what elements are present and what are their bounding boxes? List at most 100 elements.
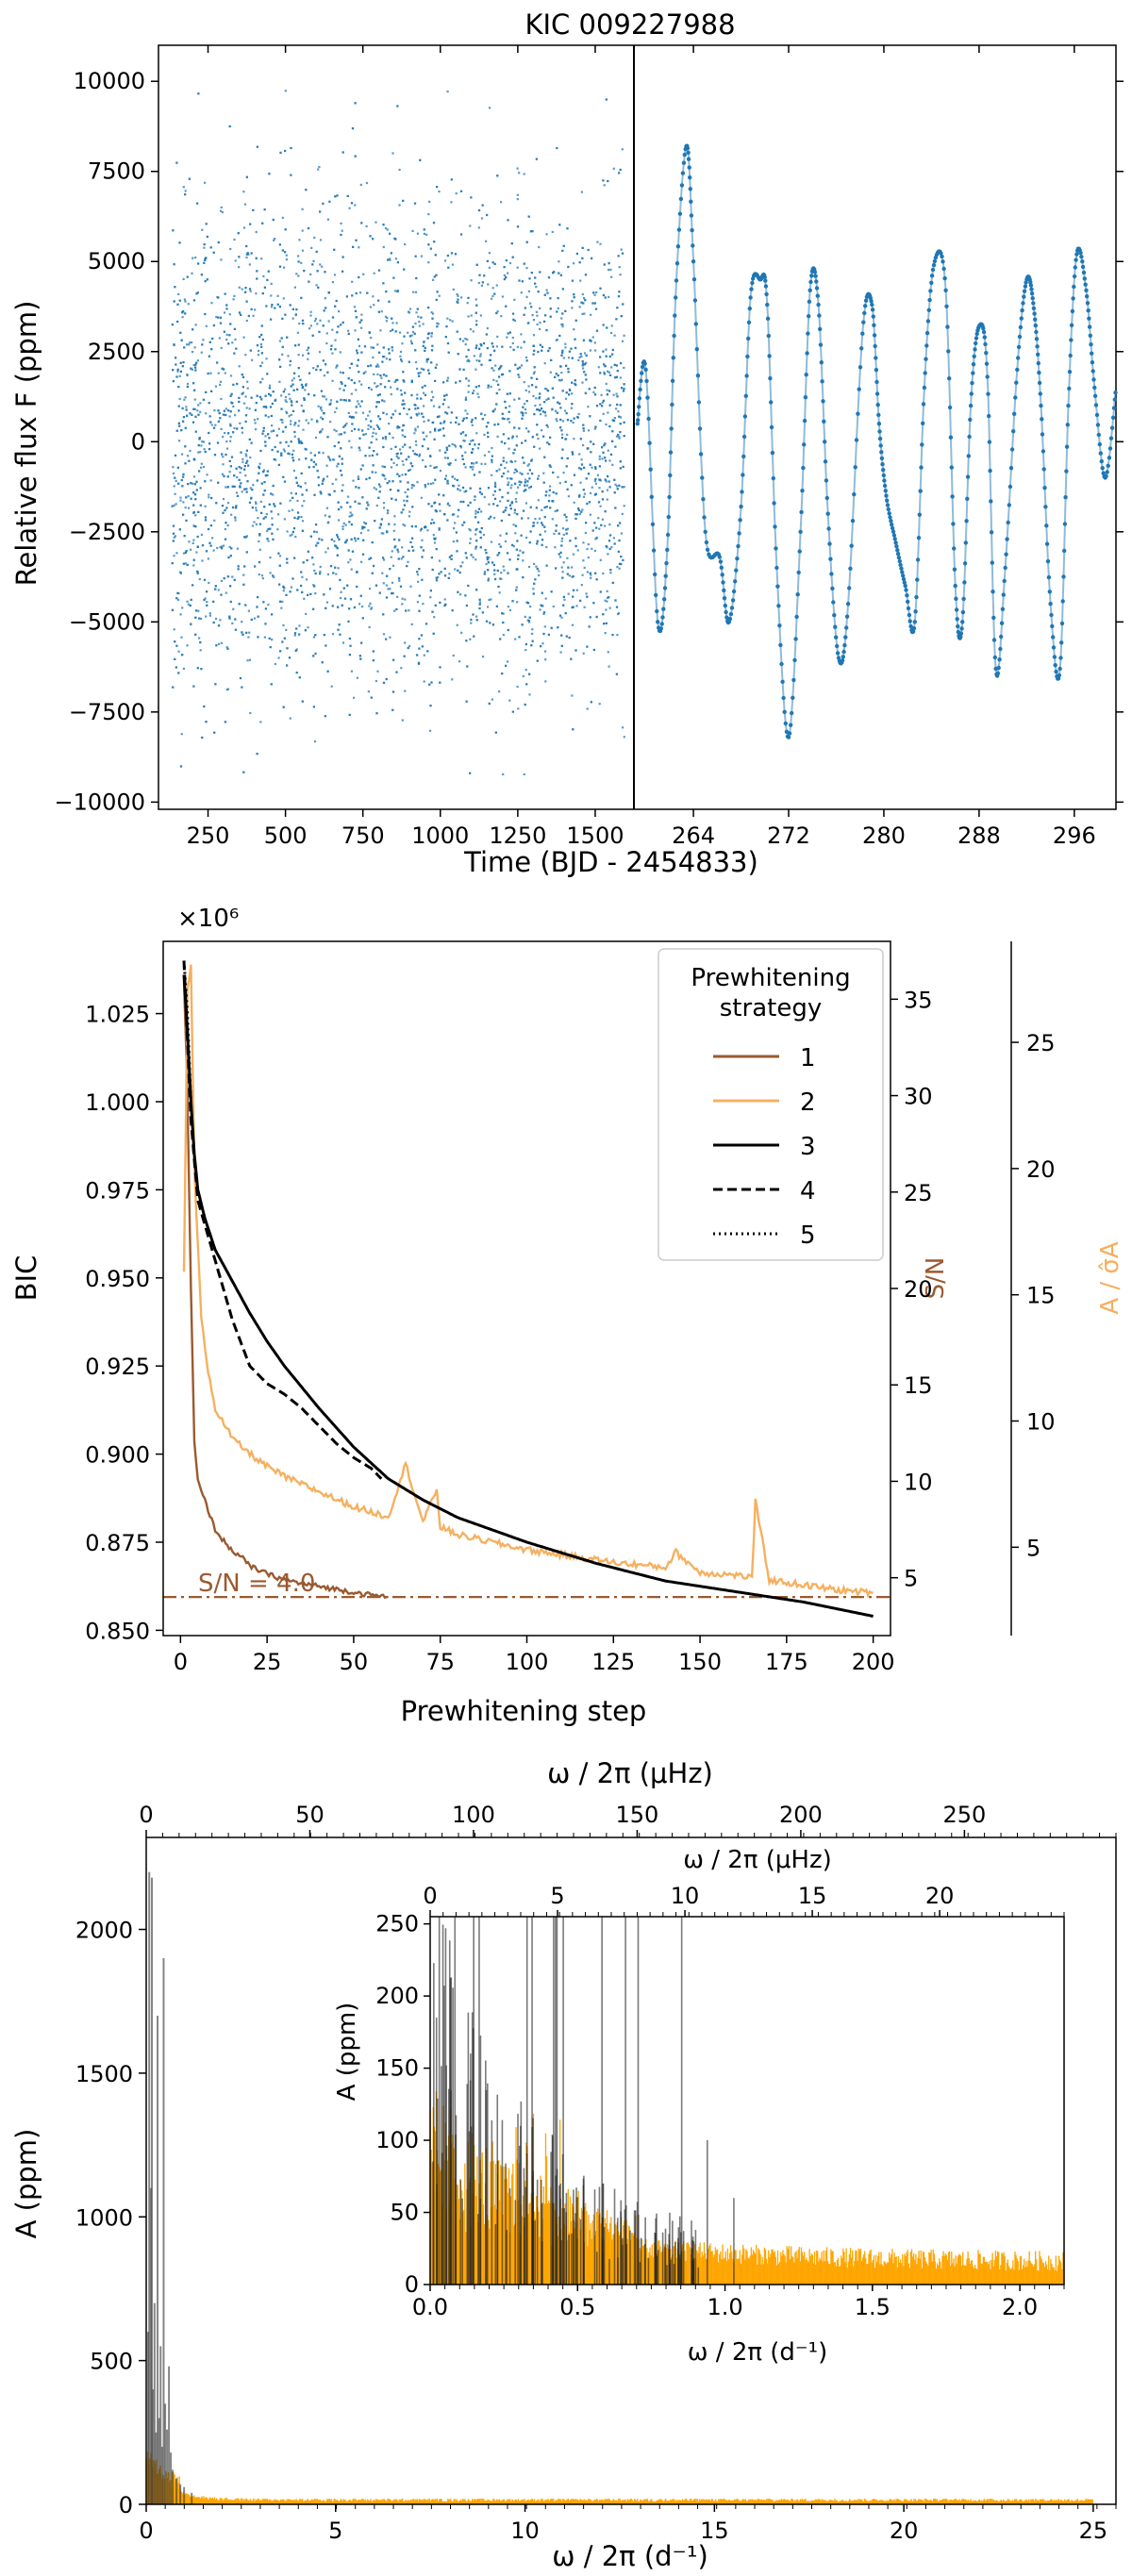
lightcurve-point <box>609 268 612 271</box>
lightcurve-point <box>543 456 546 458</box>
lightcurve-point <box>319 319 322 322</box>
lightcurve-point <box>511 600 514 603</box>
lightcurve-point <box>480 526 483 530</box>
lightcurve-point <box>375 453 378 456</box>
lightcurve-point <box>188 343 191 346</box>
lightcurve-point <box>301 319 305 322</box>
lightcurve-point <box>618 266 621 269</box>
lightcurve-point <box>195 361 198 364</box>
lightcurve-point <box>384 386 387 389</box>
lightcurve-point <box>241 431 243 434</box>
lightcurve-point <box>382 224 385 226</box>
lightcurve-point <box>246 380 249 383</box>
lightcurve-point <box>512 545 515 548</box>
lightcurve-point <box>434 379 437 382</box>
lightcurve-point <box>191 541 194 544</box>
lightcurve-point <box>358 380 361 383</box>
lightcurve-point <box>246 252 249 255</box>
lightcurve-point <box>375 432 377 435</box>
lightcurve-point <box>615 606 619 608</box>
lightcurve-point <box>550 358 553 361</box>
lightcurve-point <box>179 370 182 373</box>
lightcurve-point <box>184 445 187 448</box>
lightcurve-point <box>330 344 333 347</box>
lightcurve-point <box>621 486 624 489</box>
lightcurve-point <box>382 681 386 684</box>
lightcurve-point <box>616 370 619 373</box>
lightcurve-point <box>594 425 597 428</box>
lightcurve-point <box>590 313 592 316</box>
lightcurve-point <box>241 457 244 460</box>
lightcurve-point <box>179 331 182 334</box>
lightcurve-point <box>465 700 468 703</box>
lightcurve-point <box>388 432 391 435</box>
lightcurve-point <box>258 560 261 564</box>
lightcurve-point <box>243 402 246 405</box>
lightcurve-point <box>532 353 535 356</box>
lightcurve-point <box>432 405 436 407</box>
lightcurve-point <box>472 556 474 558</box>
lightcurve-point <box>475 540 478 542</box>
lightcurve-point <box>461 420 464 423</box>
lightcurve-point <box>328 493 331 496</box>
lightcurve-point <box>386 512 390 515</box>
lightcurve-point <box>325 607 327 609</box>
lightcurve-point <box>208 402 210 405</box>
lightcurve-point <box>291 457 294 459</box>
lightcurve-point <box>457 515 459 518</box>
lightcurve-point <box>244 420 247 424</box>
lightcurve-point <box>225 338 228 341</box>
lightcurve-point <box>327 521 330 524</box>
lightcurve-point <box>318 538 321 540</box>
lightcurve-point <box>316 270 319 273</box>
lightcurve-point <box>367 690 370 693</box>
lightcurve-point <box>618 172 621 175</box>
lightcurve-point <box>190 623 192 625</box>
lightcurve-point <box>517 486 520 489</box>
lightcurve-point <box>274 662 276 666</box>
lightcurve-point <box>208 442 211 445</box>
lightcurve-point <box>520 534 523 537</box>
lightcurve-point <box>493 497 497 500</box>
lightcurve-point <box>581 508 584 511</box>
lightcurve-point <box>226 575 229 578</box>
lightcurve-point <box>495 311 498 315</box>
lightcurve-point <box>581 573 584 576</box>
lightcurve-point <box>605 622 608 624</box>
lightcurve-point <box>217 241 220 244</box>
lightcurve-point <box>291 409 295 412</box>
lightcurve-point <box>492 369 495 372</box>
lightcurve-point <box>384 315 388 318</box>
lightcurve-point <box>400 359 404 363</box>
lightcurve-point <box>467 296 470 299</box>
lightcurve-point <box>446 457 449 459</box>
lightcurve-point <box>219 417 222 420</box>
lightcurve-point <box>388 348 391 351</box>
lightcurve-point <box>283 587 286 590</box>
lightcurve-point <box>464 594 467 597</box>
lightcurve-point <box>450 555 453 557</box>
lightcurve-point <box>355 291 358 295</box>
lightcurve-point <box>364 433 367 436</box>
lightcurve-point <box>581 246 584 249</box>
lightcurve-point <box>314 634 317 637</box>
lightcurve-point <box>560 437 564 440</box>
lightcurve-point <box>564 309 567 312</box>
lightcurve-point <box>464 451 467 454</box>
lightcurve-point <box>267 527 270 531</box>
lightcurve-point <box>500 201 503 204</box>
lightcurve-point <box>209 479 212 482</box>
lightcurve-point <box>333 274 337 276</box>
lightcurve-point <box>173 504 175 507</box>
lightcurve-point <box>287 355 290 357</box>
lightcurve-point <box>475 263 478 266</box>
lightcurve-point <box>492 378 495 381</box>
lightcurve-point <box>536 522 539 524</box>
lightcurve-point <box>279 365 282 368</box>
lightcurve-point <box>581 312 584 315</box>
lightcurve-point <box>515 444 518 447</box>
lightcurve-point <box>282 590 285 592</box>
lightcurve-point <box>208 448 211 451</box>
lightcurve-point <box>253 521 256 524</box>
lightcurve-point <box>173 343 175 346</box>
